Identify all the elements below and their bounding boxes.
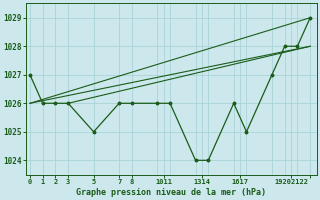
X-axis label: Graphe pression niveau de la mer (hPa): Graphe pression niveau de la mer (hPa) (76, 188, 266, 197)
